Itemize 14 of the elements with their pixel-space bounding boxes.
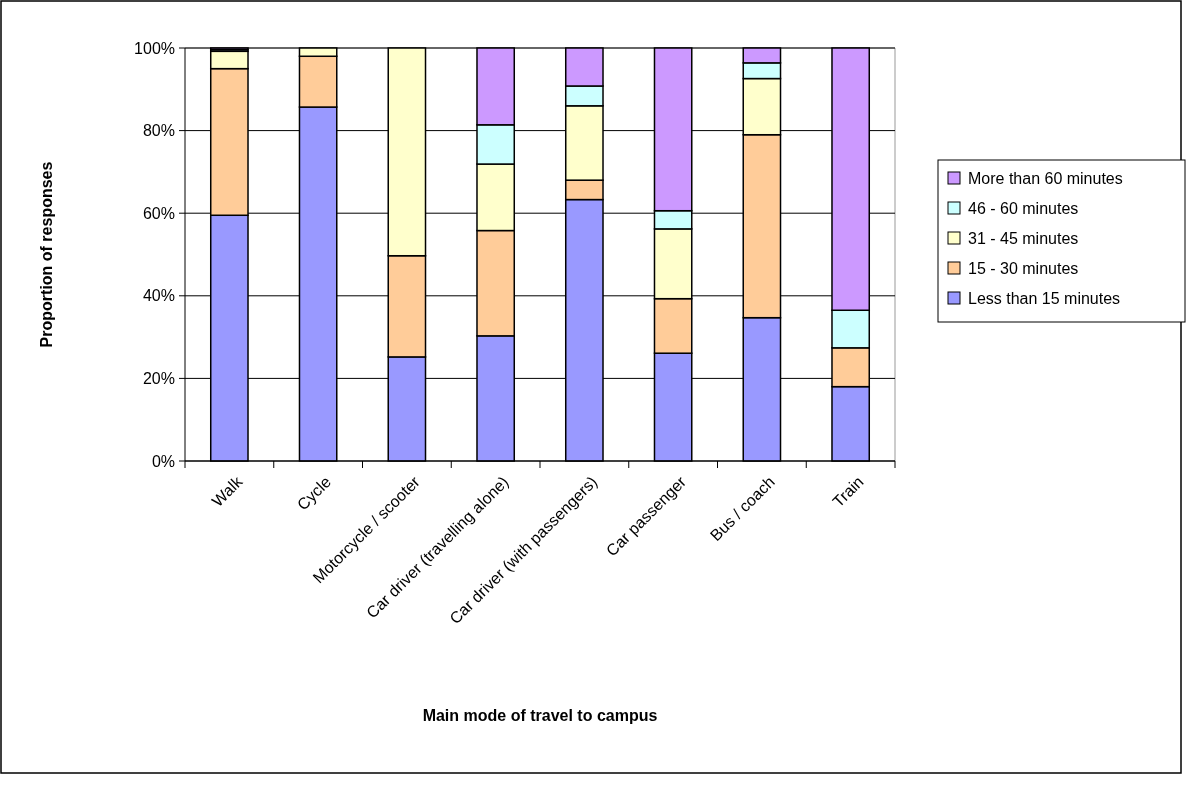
legend-label: Less than 15 minutes: [968, 289, 1121, 307]
legend-label: More than 60 minutes: [968, 169, 1123, 187]
y-tick-label: 20%: [142, 370, 175, 387]
legend-label: 46 - 60 minutes: [968, 199, 1079, 217]
y-axis-title: Proportion of responses: [38, 161, 55, 348]
y-tick-label: 100%: [134, 39, 175, 57]
x-tick-label: Train: [829, 473, 867, 511]
x-axis-title: Main mode of travel to campus: [422, 707, 658, 724]
legend-label: 31 - 45 minutes: [968, 229, 1079, 247]
y-tick-label: 60%: [142, 204, 175, 222]
y-tick-label: 40%: [142, 287, 175, 305]
legend-label: 15 - 30 minutes: [968, 259, 1079, 277]
y-tick-label: 80%: [142, 122, 175, 140]
y-tick-label: 0%: [151, 452, 175, 470]
